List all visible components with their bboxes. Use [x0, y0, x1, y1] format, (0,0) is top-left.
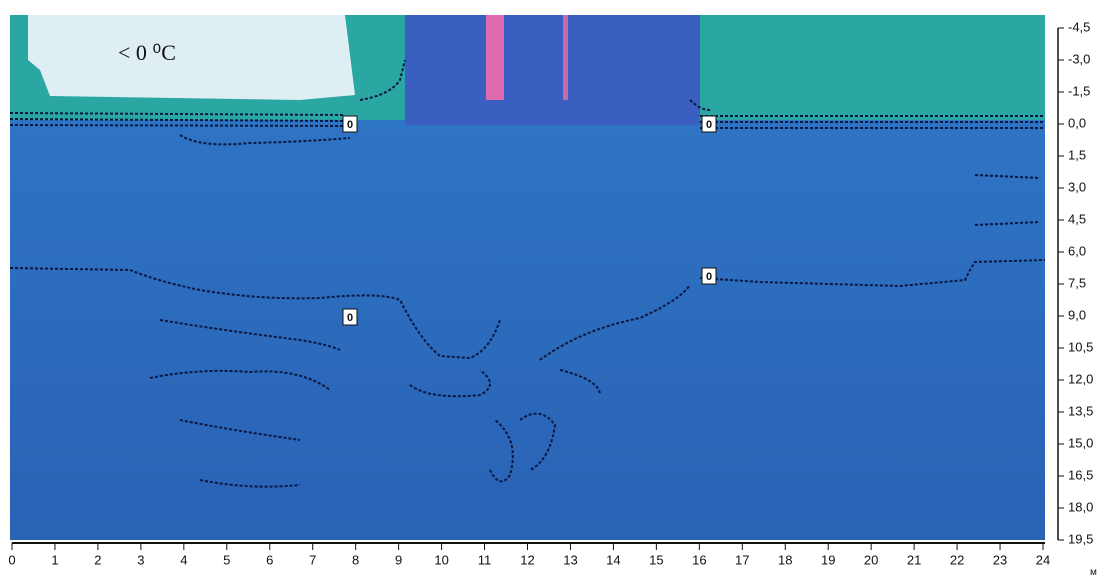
y-tick-label: 7,5 [1068, 275, 1086, 290]
y-tick-label: -3,0 [1068, 51, 1090, 66]
marker-label: 0 [706, 119, 712, 131]
x-tick-label: 4 [180, 552, 187, 567]
marker-box [342, 115, 358, 133]
marker-label: 0 [706, 271, 712, 283]
annotation: < 0 ⁰C [118, 40, 176, 65]
y-tick-label: 3,0 [1068, 179, 1086, 194]
x-unit: м [1090, 567, 1097, 576]
x-tick-label: 20 [864, 552, 878, 567]
x-tick-label: 0 [8, 552, 15, 567]
x-tick-label: 2 [94, 552, 101, 567]
y-tick-label: 9,0 [1068, 307, 1086, 322]
x-tick-label: 23 [993, 552, 1007, 567]
y-tick-label: 18,0 [1068, 499, 1093, 514]
x-tick-label: 13 [563, 552, 577, 567]
y-tick-label: 13,5 [1068, 403, 1093, 418]
y-tick-label: 4,5 [1068, 211, 1086, 226]
x-tick-label: 10 [434, 552, 448, 567]
x-tick-label: 21 [907, 552, 921, 567]
x-tick-label: 5 [223, 552, 230, 567]
marker-label: 0 [347, 312, 353, 324]
y-tick-label: -1,5 [1068, 83, 1090, 98]
marker-label: 0 [347, 119, 353, 131]
y-tick-label: 6,0 [1068, 243, 1086, 258]
x-tick-label: 24 [1036, 552, 1050, 567]
y-tick-label: 15,0 [1068, 435, 1093, 450]
marker-box [342, 308, 358, 326]
x-tick-label: 1 [51, 552, 58, 567]
x-tick-label: 17 [735, 552, 749, 567]
x-tick-label: 18 [778, 552, 792, 567]
x-tick-label: 16 [692, 552, 706, 567]
y-tick-label: 0,0 [1068, 115, 1086, 130]
y-tick-label: 10,5 [1068, 339, 1093, 354]
x-tick-label: 14 [606, 552, 620, 567]
radargram-image [9, 15, 1046, 540]
y-tick-label: 12,0 [1068, 371, 1093, 386]
y-tick-label: 19,5 [1068, 531, 1093, 546]
x-tick-label: 8 [352, 552, 359, 567]
y-tick-label: -4,5 [1068, 19, 1090, 34]
x-tick-label: 12 [520, 552, 534, 567]
x-tick-label: 3 [137, 552, 144, 567]
x-tick-label: 6 [266, 552, 273, 567]
x-tick-label: 15 [649, 552, 663, 567]
x-tick-label: 22 [950, 552, 964, 567]
x-tick-label: 19 [821, 552, 835, 567]
marker-box [701, 115, 717, 133]
x-tick-label: 11 [478, 552, 492, 567]
marker-box [701, 267, 717, 285]
y-tick-label: 16,5 [1068, 467, 1093, 482]
x-tick-label: 7 [309, 552, 316, 567]
x-tick-label: 9 [395, 552, 402, 567]
y-tick-label: 1,5 [1068, 147, 1086, 162]
